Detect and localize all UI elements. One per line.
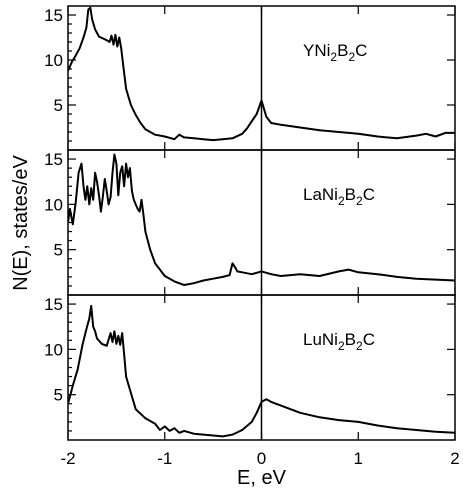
x-tick-label-2: 2 (450, 449, 459, 468)
y-axis-title: N(E), states/eV (10, 155, 32, 291)
panel-label-3-part-4: C (363, 330, 375, 349)
x-tick-label--2: -2 (60, 449, 75, 468)
panel-label-2: LaNi2B2C (303, 185, 375, 208)
y-tick-label-panel-3-5: 5 (54, 386, 63, 405)
x-tick-label-1: 1 (354, 449, 363, 468)
panel-label-3-part-3: 2 (356, 339, 363, 353)
x-axis-title: E, eV (237, 467, 287, 489)
y-tick-label-panel-3-15: 15 (44, 295, 63, 314)
panel-label-2-part-0: LaNi (303, 185, 338, 204)
panel-label-2-part-4: C (363, 185, 375, 204)
dos-curve-panel-2-series-1 (68, 153, 455, 286)
y-tick-label-panel-1-15: 15 (44, 6, 63, 25)
x-tick-label-0: 0 (257, 449, 266, 468)
panel-label-2-part-2: B (345, 185, 356, 204)
y-tick-label-panel-3-10: 10 (44, 340, 63, 359)
y-tick-label-panel-2-5: 5 (54, 241, 63, 260)
panel-label-1: YNi2B2C (303, 41, 367, 64)
x-axis: -2 -1 0 1 2 (60, 449, 459, 468)
y-tick-label-panel-1-5: 5 (54, 96, 63, 115)
panel-label-1-part-3: 2 (348, 50, 355, 64)
dos-curve-panel-3-series-1 (68, 304, 455, 438)
x-tick-label--1: -1 (157, 449, 172, 468)
panel-label-2-part-3: 2 (356, 194, 363, 208)
panel-label-3-part-2: B (345, 330, 356, 349)
panel-label-2-part-1: 2 (338, 194, 345, 208)
panel-label-3: LuNi2B2C (303, 330, 375, 353)
panel-label-3-part-1: 2 (338, 339, 345, 353)
y-tick-label-panel-1-10: 10 (44, 51, 63, 70)
panel-label-1-part-0: YNi (303, 41, 330, 60)
panel-label-1-part-4: C (355, 41, 367, 60)
dos-curve-panel-1-series-1 (68, 6, 455, 142)
panel-label-3-part-0: LuNi (303, 330, 338, 349)
panel-label-1-part-2: B (337, 41, 348, 60)
panel-label-1-part-1: 2 (330, 50, 337, 64)
y-tick-label-panel-2-15: 15 (44, 150, 63, 169)
y-tick-label-panel-2-10: 10 (44, 195, 63, 214)
